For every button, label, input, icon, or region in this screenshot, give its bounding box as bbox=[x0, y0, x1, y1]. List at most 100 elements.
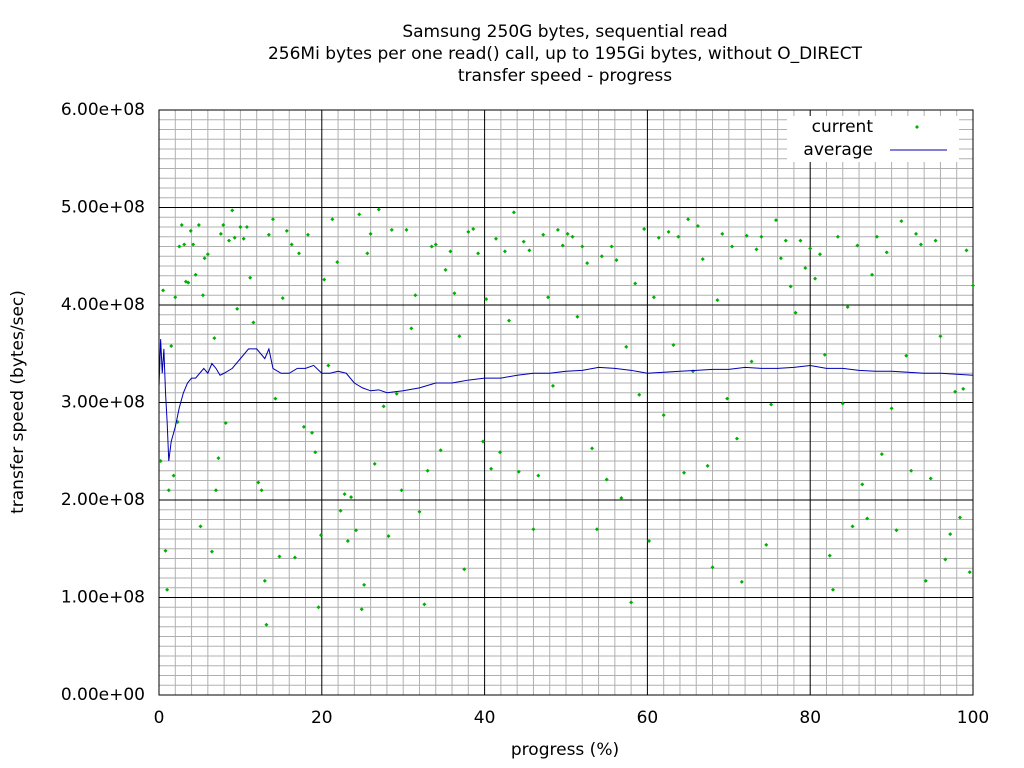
data-point bbox=[961, 386, 966, 391]
data-point bbox=[425, 468, 430, 473]
data-point bbox=[585, 261, 590, 266]
data-point bbox=[179, 223, 184, 228]
data-point bbox=[386, 534, 391, 539]
data-point bbox=[629, 600, 634, 605]
data-point bbox=[725, 396, 730, 401]
data-point bbox=[277, 554, 282, 559]
x-tick-label: 20 bbox=[311, 708, 333, 728]
data-point bbox=[580, 244, 585, 249]
data-point bbox=[827, 553, 832, 558]
data-point bbox=[879, 452, 884, 457]
data-point bbox=[715, 298, 720, 303]
data-point bbox=[171, 473, 176, 478]
data-point bbox=[845, 304, 850, 309]
data-point bbox=[822, 352, 827, 357]
data-point bbox=[769, 402, 774, 407]
data-point bbox=[700, 257, 705, 262]
y-tick-label: 3.00e+08 bbox=[61, 393, 145, 413]
data-point bbox=[413, 293, 418, 298]
data-point bbox=[476, 251, 481, 256]
data-point bbox=[251, 320, 256, 325]
data-point bbox=[788, 284, 793, 289]
data-point bbox=[238, 225, 243, 229]
data-point bbox=[438, 448, 443, 453]
data-point bbox=[835, 234, 840, 239]
data-point bbox=[158, 459, 163, 463]
data-point bbox=[661, 413, 666, 418]
chart-subtitle: 256Mi bytes per one read() call, up to 1… bbox=[268, 44, 863, 64]
data-point bbox=[429, 244, 434, 249]
data-point bbox=[173, 295, 178, 300]
data-point bbox=[923, 578, 928, 583]
data-point bbox=[213, 488, 218, 493]
data-point bbox=[196, 223, 201, 228]
legend: current average bbox=[787, 116, 959, 162]
data-point bbox=[404, 227, 409, 232]
data-point bbox=[948, 532, 953, 537]
data-point bbox=[590, 446, 595, 451]
y-tick-label: 5.00e+08 bbox=[61, 198, 145, 218]
data-point bbox=[682, 470, 687, 475]
data-point bbox=[817, 252, 822, 257]
data-point bbox=[169, 343, 174, 348]
data-point bbox=[280, 296, 285, 301]
data-point bbox=[813, 276, 818, 281]
y-axis-label: transfer speed (bytes/sec) bbox=[8, 290, 28, 514]
data-point bbox=[223, 420, 228, 425]
data-point bbox=[212, 336, 217, 341]
data-point bbox=[310, 430, 315, 435]
data-point bbox=[964, 248, 969, 253]
data-point bbox=[928, 476, 933, 481]
data-point bbox=[484, 297, 489, 302]
data-point bbox=[783, 238, 788, 243]
data-point bbox=[301, 424, 306, 429]
data-point bbox=[422, 602, 427, 607]
data-point bbox=[609, 244, 614, 249]
data-point bbox=[163, 548, 168, 553]
data-point bbox=[368, 231, 373, 236]
data-point bbox=[914, 231, 919, 236]
x-tick-label: 0 bbox=[154, 708, 165, 728]
legend-label: average bbox=[803, 140, 873, 160]
data-point bbox=[865, 516, 870, 521]
data-point bbox=[313, 450, 318, 455]
data-point bbox=[316, 605, 321, 610]
data-point bbox=[493, 236, 498, 241]
data-point bbox=[177, 244, 182, 249]
data-point bbox=[448, 249, 453, 254]
data-point bbox=[191, 242, 196, 247]
data-point bbox=[221, 223, 226, 228]
data-point bbox=[318, 533, 323, 538]
y-tick-label: 4.00e+08 bbox=[61, 295, 145, 315]
y-tick-label: 1.00e+08 bbox=[61, 588, 145, 608]
data-point bbox=[909, 468, 914, 473]
data-point bbox=[480, 439, 485, 444]
data-point bbox=[235, 306, 240, 311]
data-point bbox=[227, 238, 232, 243]
data-point bbox=[292, 555, 297, 560]
data-point bbox=[256, 480, 261, 485]
data-point bbox=[894, 528, 899, 533]
data-point bbox=[933, 238, 938, 243]
data-point bbox=[376, 207, 381, 212]
data-point bbox=[560, 243, 565, 248]
chart-title: Samsung 250G bytes, sequential read bbox=[402, 22, 727, 42]
data-point bbox=[734, 436, 739, 441]
data-point bbox=[399, 488, 404, 493]
x-tick-label: 40 bbox=[474, 708, 496, 728]
data-point bbox=[273, 396, 278, 401]
data-point bbox=[855, 243, 860, 248]
data-point bbox=[322, 277, 327, 282]
data-point bbox=[161, 288, 166, 293]
data-point bbox=[244, 225, 249, 229]
data-point bbox=[502, 249, 507, 254]
data-point bbox=[594, 527, 599, 532]
plot-border bbox=[158, 109, 974, 696]
data-point bbox=[359, 607, 364, 612]
data-point bbox=[798, 238, 803, 243]
data-point bbox=[793, 310, 798, 315]
data-point bbox=[531, 527, 536, 532]
data-point bbox=[241, 236, 246, 241]
data-point bbox=[754, 247, 759, 252]
